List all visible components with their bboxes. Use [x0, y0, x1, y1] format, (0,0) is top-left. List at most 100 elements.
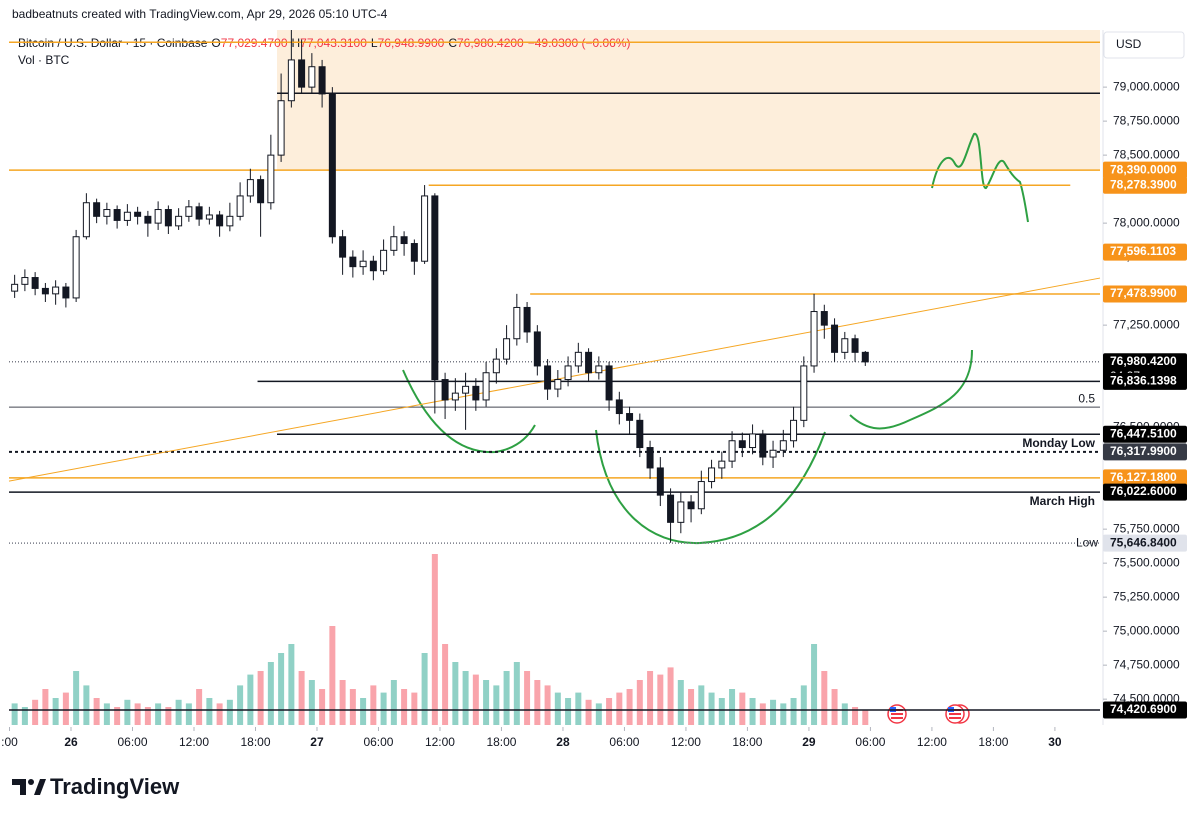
currency-box [1103, 31, 1185, 59]
candle-body [820, 311, 828, 326]
volume-bar [196, 689, 203, 725]
zone [277, 30, 1100, 171]
candle-body [544, 365, 552, 390]
symbol-legend: Bitcoin / U.S. Dollar · 15 · Coinbase O77… [18, 36, 630, 50]
price-tag-label: 78,278.3900 [1110, 177, 1177, 191]
attribution: badbeatnuts created with TradingView.com… [12, 7, 388, 21]
volume-bar [360, 698, 367, 725]
x-tick-label: 18:00 [978, 735, 1008, 749]
y-tick-label: 75,000.0000 [1113, 623, 1180, 637]
candle-body [667, 494, 675, 523]
candle-body [267, 154, 275, 204]
candle-body [564, 365, 572, 381]
level-note: Low [1076, 535, 1098, 549]
x-tick-label: 30 [1048, 735, 1062, 749]
x-tick-label: 18:00 [486, 735, 516, 749]
volume-bar [513, 662, 520, 725]
drawing-curve [849, 349, 973, 430]
price-tag [1103, 483, 1187, 501]
candle-body [390, 236, 398, 251]
candle-body [154, 209, 162, 224]
volume-bar [595, 703, 602, 725]
candle-body [585, 351, 593, 374]
x-tick-label: 06:00 [609, 735, 639, 749]
volume-bar [298, 671, 305, 725]
volume-bar [114, 707, 121, 725]
volume-bar [42, 689, 49, 725]
price-tag-label: 76,317.9900 [1110, 444, 1177, 458]
candle-body [800, 365, 808, 421]
x-tick-label: 18:00 [732, 735, 762, 749]
ohlc-key: H [292, 36, 301, 50]
volume-bar [216, 703, 223, 725]
volume-bar [124, 699, 131, 725]
candle-body [216, 214, 224, 227]
candle-body [687, 501, 695, 510]
volume-bar [524, 671, 531, 725]
volume-bar [32, 699, 39, 725]
candle-body [52, 286, 60, 295]
volume-bar [349, 689, 356, 725]
candle-body [123, 211, 131, 221]
candle-body [103, 209, 111, 217]
volume-bar [667, 667, 674, 725]
candle-body [769, 449, 777, 458]
candle-body [339, 236, 347, 258]
candle-body [175, 215, 183, 227]
price-tag [1103, 285, 1187, 303]
volume-bar [329, 626, 336, 725]
price-tag-label: 76,127.1800 [1110, 470, 1177, 484]
candle-body [31, 277, 39, 289]
candle-body [431, 195, 439, 381]
candle-body [728, 440, 736, 462]
volume-bar [421, 653, 428, 725]
volume-bar [852, 707, 859, 725]
volume-bar [647, 671, 654, 725]
volume-bar [103, 703, 110, 725]
candle-body [298, 59, 306, 88]
symbol: Bitcoin / U.S. Dollar · 15 · Coinbase [18, 36, 208, 50]
price-tag-label: 76,980.4200 [1110, 354, 1177, 368]
volume-bar [431, 554, 438, 725]
price-tag-label: 75,646.8400 [1110, 535, 1177, 549]
volume-bar [370, 685, 377, 725]
price-tag [1103, 161, 1187, 179]
y-tick-label: 78,750.0000 [1113, 113, 1180, 127]
candle-body [492, 358, 500, 374]
volume-bar [688, 689, 695, 725]
candle-body [236, 195, 244, 217]
price-tag [1103, 443, 1187, 461]
volume-bar [288, 644, 295, 725]
candle-body [697, 481, 705, 510]
candle-body [861, 351, 869, 363]
candle-body [615, 399, 623, 415]
volume-bar [390, 680, 397, 725]
candle-body [441, 379, 449, 401]
volume-bar [278, 653, 285, 725]
candle-body [144, 215, 152, 224]
candle-body [421, 195, 429, 262]
volume-bar [411, 692, 418, 725]
price-tag-label: 76,447.5100 [1110, 426, 1177, 440]
volume-bar [718, 698, 725, 725]
volume-bar [462, 671, 469, 725]
volume-bar [749, 698, 756, 725]
volume-bar [729, 689, 736, 725]
price-tag [1103, 701, 1187, 719]
event-icon [945, 704, 970, 724]
volume-bar [257, 671, 264, 725]
x-tick-label: 29 [802, 735, 816, 749]
candle-body [779, 440, 787, 451]
candle-body [134, 211, 142, 217]
volume-bar [534, 680, 541, 725]
level-note: Monday Low [1022, 436, 1095, 450]
price-tag [1103, 176, 1187, 194]
brand: TradingView [50, 774, 180, 799]
volume-bar [442, 644, 449, 725]
currency: USD [1116, 37, 1142, 51]
drawing-curve [931, 132, 1029, 223]
volume-bar [677, 680, 684, 725]
candle-body [205, 214, 213, 220]
candle-body [482, 372, 490, 401]
candle-body [349, 256, 357, 268]
